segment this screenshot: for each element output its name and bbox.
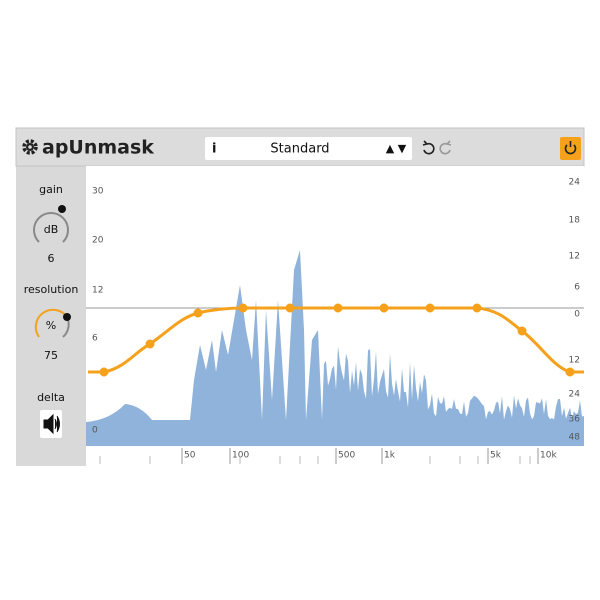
resolution-unit: % xyxy=(46,319,56,332)
right-scale-label: 48 xyxy=(569,433,581,443)
resolution-knob[interactable] xyxy=(34,308,68,338)
gain-knob[interactable] xyxy=(33,211,69,243)
eq-node xyxy=(285,303,295,313)
frequency-label: 100 xyxy=(232,451,249,461)
gain-value: 6 xyxy=(48,252,55,265)
left-scale-label: 0 xyxy=(92,426,98,436)
speaker-icon xyxy=(43,413,60,435)
right-scale-label: 12 xyxy=(569,356,580,366)
preset-name[interactable]: Standard xyxy=(270,142,329,157)
left-scale-label: 30 xyxy=(92,187,104,197)
frequency-label: 1k xyxy=(384,451,396,461)
frequency-label: 50 xyxy=(184,451,196,461)
eq-curve xyxy=(88,306,584,374)
delta-label: delta xyxy=(37,391,65,404)
gear-icon[interactable] xyxy=(22,139,38,155)
right-scale-label: 0 xyxy=(574,310,580,320)
gain-label: gain xyxy=(39,183,63,196)
power-icon xyxy=(564,141,577,155)
power-button[interactable] xyxy=(560,137,581,160)
eq-node xyxy=(472,303,482,313)
resolution-value: 75 xyxy=(44,349,58,362)
preset-arrows[interactable]: ▲ ▼ xyxy=(386,142,407,155)
frequency-label: 5k xyxy=(490,451,502,461)
left-scale-label: 12 xyxy=(92,286,103,296)
eq-node xyxy=(333,303,343,313)
frequency-label: 500 xyxy=(338,451,355,461)
eq-node xyxy=(565,367,575,377)
spectrum xyxy=(86,250,584,446)
frequency-label: 10k xyxy=(540,451,557,461)
eq-node xyxy=(193,308,203,318)
left-scale-label: 20 xyxy=(92,236,104,246)
eq-node xyxy=(379,303,389,313)
right-scale-label: 18 xyxy=(569,216,581,226)
preset-box[interactable] xyxy=(205,137,412,160)
right-scale-label: 6 xyxy=(574,283,580,293)
left-scale-label: 6 xyxy=(92,334,98,344)
eq-node xyxy=(145,339,155,349)
right-scale-label: 24 xyxy=(569,390,581,400)
resolution-knob-pointer xyxy=(63,313,71,321)
redo-icon[interactable] xyxy=(439,140,452,155)
eq-node xyxy=(99,367,109,377)
gain-unit: dB xyxy=(44,223,59,236)
undo-icon[interactable] xyxy=(422,140,435,155)
gain-knob-pointer xyxy=(58,205,66,213)
right-scale-label: 36 xyxy=(569,415,581,425)
info-button[interactable]: i xyxy=(212,142,216,157)
right-scale-label: 24 xyxy=(569,178,581,188)
eq-node xyxy=(517,326,527,336)
right-scale-label: 12 xyxy=(569,252,580,262)
eq-node xyxy=(238,303,248,313)
resolution-label: resolution xyxy=(24,283,79,296)
plugin-title: apUnmask xyxy=(42,137,154,159)
eq-node xyxy=(425,303,435,313)
